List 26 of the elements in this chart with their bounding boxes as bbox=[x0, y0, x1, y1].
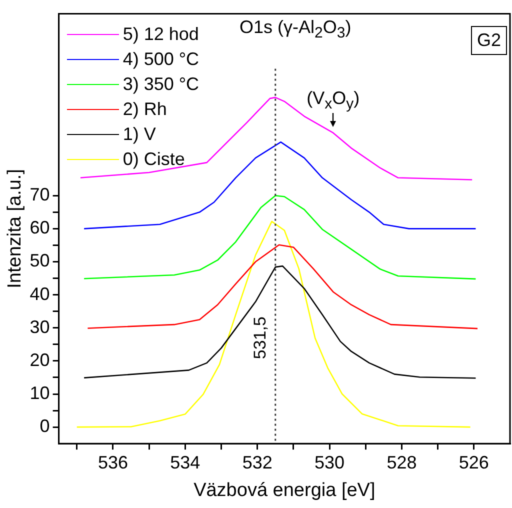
y-tick-label: 0 bbox=[40, 416, 50, 436]
y-tick-label: 50 bbox=[30, 250, 50, 271]
legend-label: 1) V bbox=[122, 122, 156, 146]
y-tick-label: 70 bbox=[30, 184, 50, 205]
legend-label: 5) 12 hod bbox=[122, 22, 199, 46]
x-tick-label: 530 bbox=[314, 452, 345, 472]
y-tick-label: 20 bbox=[30, 350, 50, 370]
x-tick-label: 526 bbox=[458, 452, 489, 472]
x-tick-label: 532 bbox=[242, 452, 272, 472]
legend-label: 0) Ciste bbox=[122, 148, 185, 171]
x-tick-label: 536 bbox=[98, 452, 128, 472]
legend-label: 4) 500 °C bbox=[122, 48, 200, 71]
x-tick-label: 528 bbox=[386, 452, 417, 472]
legend-label: 3) 350 °C bbox=[122, 72, 200, 96]
y-axis-title: Intenzita [a.u.] bbox=[4, 169, 26, 288]
annotation: G2 bbox=[470, 26, 507, 55]
y-tick-label: 30 bbox=[30, 316, 50, 337]
chart-title: O1s (γ-Al$_{2}$O$_{3}$) bbox=[240, 16, 352, 42]
x-tick-label: 534 bbox=[170, 452, 200, 472]
y-tick-label: 10 bbox=[30, 382, 50, 403]
annotation: (V$_{x}$O$_{y}$) bbox=[306, 88, 360, 112]
legend-label: 2) Rh bbox=[122, 98, 167, 121]
ref-line-label: 531,5 bbox=[250, 316, 270, 360]
y-tick-label: 40 bbox=[30, 284, 50, 304]
y-tick-label: 60 bbox=[30, 218, 50, 238]
x-axis-title: Väzbová energia [eV] bbox=[194, 480, 376, 501]
